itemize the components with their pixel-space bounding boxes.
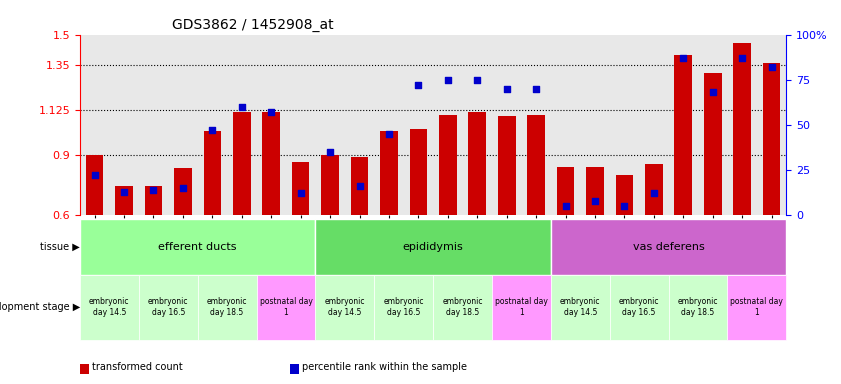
Point bbox=[176, 185, 189, 191]
Text: embryonic
day 16.5: embryonic day 16.5 bbox=[148, 298, 188, 317]
Bar bbox=[257, 275, 315, 340]
Text: embryonic
day 14.5: embryonic day 14.5 bbox=[89, 298, 130, 317]
Point bbox=[294, 190, 307, 197]
Bar bbox=[351, 157, 368, 215]
Bar bbox=[433, 275, 492, 340]
Text: embryonic
day 18.5: embryonic day 18.5 bbox=[678, 298, 718, 317]
Point bbox=[558, 203, 572, 209]
Bar bbox=[233, 112, 251, 215]
Bar bbox=[704, 73, 722, 215]
Point bbox=[117, 189, 130, 195]
Text: epididymis: epididymis bbox=[403, 242, 463, 252]
Bar bbox=[557, 167, 574, 215]
Text: embryonic
day 16.5: embryonic day 16.5 bbox=[383, 298, 424, 317]
Point bbox=[647, 190, 660, 197]
Bar bbox=[586, 167, 604, 215]
Point bbox=[382, 131, 395, 137]
Text: transformed count: transformed count bbox=[92, 362, 182, 372]
Bar bbox=[80, 219, 315, 275]
Text: efferent ducts: efferent ducts bbox=[158, 242, 237, 252]
Bar bbox=[86, 155, 103, 215]
Text: percentile rank within the sample: percentile rank within the sample bbox=[302, 362, 467, 372]
Bar bbox=[763, 63, 780, 215]
Point bbox=[500, 86, 513, 92]
Point bbox=[235, 104, 248, 110]
Text: postnatal day
1: postnatal day 1 bbox=[260, 298, 312, 317]
Point bbox=[146, 187, 160, 193]
Bar bbox=[174, 168, 192, 215]
Bar bbox=[669, 275, 727, 340]
Bar bbox=[380, 131, 398, 215]
Point bbox=[352, 183, 366, 189]
Bar bbox=[551, 275, 610, 340]
Bar bbox=[616, 175, 633, 215]
Point bbox=[764, 64, 778, 70]
Bar bbox=[292, 162, 309, 215]
Bar bbox=[527, 115, 545, 215]
Text: embryonic
day 18.5: embryonic day 18.5 bbox=[442, 298, 483, 317]
Bar bbox=[733, 43, 751, 215]
Bar bbox=[498, 116, 516, 215]
Text: embryonic
day 14.5: embryonic day 14.5 bbox=[560, 298, 600, 317]
Bar bbox=[80, 275, 139, 340]
Point bbox=[735, 55, 748, 61]
Bar bbox=[115, 186, 133, 215]
Bar bbox=[374, 275, 433, 340]
Point bbox=[706, 89, 719, 95]
Text: development stage ▶: development stage ▶ bbox=[0, 302, 80, 312]
Text: postnatal day
1: postnatal day 1 bbox=[495, 298, 547, 317]
Text: embryonic
day 14.5: embryonic day 14.5 bbox=[325, 298, 365, 317]
Bar bbox=[551, 219, 786, 275]
Bar bbox=[145, 186, 162, 215]
Point bbox=[588, 197, 601, 204]
Text: embryonic
day 18.5: embryonic day 18.5 bbox=[207, 298, 247, 317]
Point bbox=[441, 77, 454, 83]
Bar bbox=[645, 164, 663, 215]
Point bbox=[529, 86, 542, 92]
Bar bbox=[439, 115, 457, 215]
Point bbox=[470, 77, 484, 83]
Bar bbox=[204, 131, 221, 215]
Bar bbox=[410, 129, 427, 215]
Bar bbox=[492, 275, 551, 340]
Point bbox=[617, 203, 631, 209]
Bar bbox=[674, 55, 692, 215]
Bar bbox=[315, 219, 551, 275]
Bar bbox=[321, 155, 339, 215]
Point bbox=[323, 149, 336, 155]
Text: GDS3862 / 1452908_at: GDS3862 / 1452908_at bbox=[172, 18, 333, 32]
Bar bbox=[468, 112, 486, 215]
Bar bbox=[315, 275, 374, 340]
Point bbox=[205, 127, 219, 133]
Text: embryonic
day 16.5: embryonic day 16.5 bbox=[619, 298, 659, 317]
Bar bbox=[139, 275, 198, 340]
Bar bbox=[262, 112, 280, 215]
Point bbox=[264, 109, 278, 115]
Bar bbox=[610, 275, 669, 340]
Text: postnatal day
1: postnatal day 1 bbox=[731, 298, 783, 317]
Point bbox=[411, 82, 425, 88]
Point bbox=[676, 55, 690, 61]
Text: vas deferens: vas deferens bbox=[632, 242, 705, 252]
Bar bbox=[727, 275, 786, 340]
Point bbox=[87, 172, 101, 179]
Bar bbox=[198, 275, 257, 340]
Text: tissue ▶: tissue ▶ bbox=[40, 242, 80, 252]
